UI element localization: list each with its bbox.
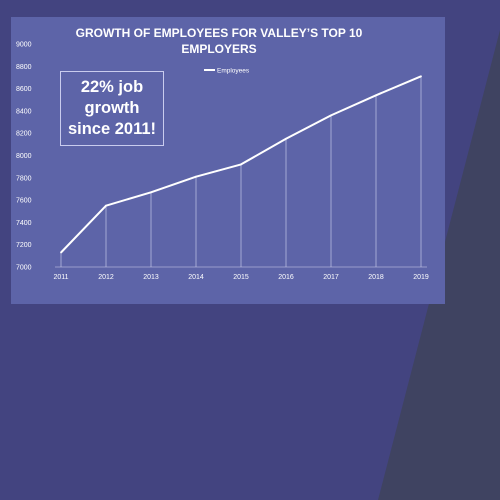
data-point [330, 114, 332, 117]
data-point [375, 94, 377, 97]
y-tick-label: 7600 [16, 198, 32, 205]
x-axis: 2011 2012 2013 2014 2015 2016 2017 2018 2019 [53, 274, 428, 281]
y-tick-label: 7200 [16, 242, 32, 249]
data-point [195, 175, 197, 178]
x-tick-label: 2018 [368, 274, 384, 281]
data-point [105, 204, 107, 207]
legend-label-employees: Employees [217, 68, 250, 75]
chart-panel [11, 17, 445, 304]
y-tick-label: 8000 [16, 153, 32, 160]
x-tick-label: 2011 [53, 274, 68, 281]
data-point [420, 75, 422, 78]
employee-growth-chart: GROWTH OF EMPLOYEES FOR VALLEY’S TOP 10 … [16, 26, 429, 281]
x-tick-label: 2019 [413, 274, 429, 281]
y-tick-label: 8800 [16, 64, 32, 71]
chart-title-line-2: EMPLOYERS [181, 42, 256, 56]
growth-callout: 22% job growth since 2011! [60, 71, 164, 146]
y-tick-label: 8400 [16, 108, 32, 115]
data-point [240, 163, 242, 166]
data-point [285, 137, 287, 140]
data-point [150, 191, 152, 194]
x-tick-label: 2013 [143, 274, 159, 281]
drop-lines [60, 76, 422, 267]
data-point [60, 251, 62, 254]
x-tick-label: 2017 [323, 274, 339, 281]
y-tick-label: 8200 [16, 131, 32, 138]
y-tick-label: 8600 [16, 86, 32, 93]
x-tick-label: 2015 [233, 274, 249, 281]
series-employees [60, 75, 422, 254]
y-tick-label: 7800 [16, 175, 32, 182]
x-tick-label: 2014 [188, 274, 204, 281]
y-tick-label: 9000 [16, 42, 32, 49]
x-tick-label: 2016 [278, 274, 294, 281]
y-tick-label: 7000 [16, 265, 32, 272]
y-axis: 7000 7200 7400 7600 7800 8000 8200 8400 8600 8800… [16, 42, 32, 272]
x-tick-label: 2012 [98, 274, 114, 281]
chart-title-line-1: GROWTH OF EMPLOYEES FOR VALLEY’S TOP 10 [76, 26, 363, 40]
y-tick-label: 7400 [16, 220, 32, 227]
